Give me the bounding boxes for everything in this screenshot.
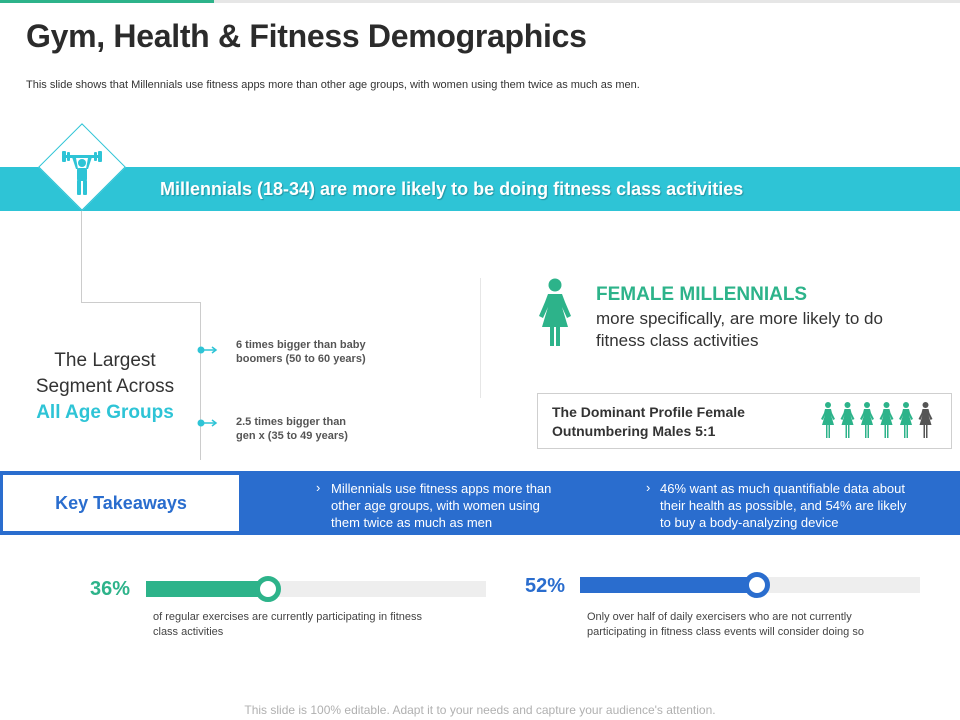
stat-caption: of regular exercises are currently parti… — [153, 610, 483, 640]
segment-line: Segment Across — [35, 376, 175, 397]
progress-knob — [744, 572, 770, 598]
chevron-right-icon: › — [646, 480, 651, 495]
progress-fill — [580, 577, 757, 593]
dominant-profile-box: The Dominant Profile Female Outnumbering… — [537, 393, 952, 449]
caption-line: class activities — [153, 626, 224, 638]
page-subtitle: This slide shows that Millennials use fi… — [26, 79, 640, 91]
progress-knob — [255, 576, 281, 602]
takeaway-item: 46% want as much quantifiable data about… — [660, 480, 955, 531]
banner-text: Millennials (18-34) are more likely to b… — [160, 179, 744, 199]
fact-line: boomers (50 to 60 years) — [236, 353, 366, 365]
male-figure-icon — [918, 402, 933, 438]
female-millennials-description: more specifically, are more likely to do… — [596, 309, 883, 350]
female-figure-icon — [821, 402, 835, 438]
female-person-icon — [539, 278, 571, 346]
arrow-connector-icon — [197, 346, 218, 354]
stat-percent: 52% — [525, 575, 566, 597]
profile-line: The Dominant Profile Female — [552, 404, 745, 420]
stat-caption: Only over half of daily exercisers who a… — [587, 610, 927, 640]
fact-gen-x: 2.5 times bigger than gen x (35 to 49 ye… — [236, 415, 406, 443]
key-takeaways-label: Key Takeaways — [55, 493, 187, 513]
segment-line: The Largest — [54, 350, 156, 371]
stat-percent: 36% — [90, 578, 131, 600]
takeaway-line: to buy a body-analyzing device — [660, 515, 839, 530]
dominant-profile-text: The Dominant Profile Female Outnumbering… — [552, 403, 802, 441]
arrow-connector-icon — [197, 419, 218, 427]
connector-line — [81, 211, 82, 303]
takeaway-line: 46% want as much quantifiable data about — [660, 481, 906, 496]
segment-highlight: All Age Groups — [36, 402, 174, 423]
footer-note: This slide is 100% editable. Adapt it to… — [244, 703, 716, 717]
weightlifter-icon — [62, 151, 102, 195]
fact-line: 2.5 times bigger than — [236, 416, 347, 428]
connector-line — [200, 302, 201, 460]
chevron-right-icon: › — [316, 480, 321, 495]
largest-segment-text: The Largest Segment Across All Age Group… — [20, 348, 190, 426]
female-figure-icon — [840, 402, 855, 438]
caption-line: of regular exercises are currently parti… — [153, 611, 423, 623]
highlight-banner — [0, 167, 960, 211]
female-millennials-title: FEMALE MILLENNIALS — [596, 284, 808, 305]
top-accent-rule — [0, 0, 214, 3]
takeaway-line: other age groups, with women using — [331, 498, 540, 513]
banner-diamond — [38, 123, 126, 211]
takeaway-line: their health as possible, and 54% are li… — [660, 498, 907, 513]
fact-line: gen x (35 to 49 years) — [236, 430, 348, 442]
section-divider — [480, 278, 481, 398]
progress-fill — [146, 581, 268, 597]
takeaway-line: Millennials use fitness apps more than — [331, 481, 552, 496]
female-figure-icon — [879, 402, 894, 438]
takeaway-item: Millennials use fitness apps more than o… — [331, 480, 621, 531]
caption-line: Only over half of daily exercisers who a… — [587, 611, 852, 623]
key-takeaways-box: Key Takeaways — [2, 474, 240, 532]
profile-line: Outnumbering Males 5:1 — [552, 423, 716, 439]
connector-line — [81, 302, 201, 303]
top-rule — [0, 0, 960, 3]
page-title: Gym, Health & Fitness Demographics — [26, 18, 587, 54]
female-male-ratio-icons — [821, 402, 933, 438]
fact-baby-boomers: 6 times bigger than baby boomers (50 to … — [236, 338, 406, 366]
female-figure-icon — [860, 402, 874, 438]
caption-line: participating in fitness class events wi… — [587, 626, 864, 638]
female-figure-icon — [899, 402, 913, 438]
fact-line: 6 times bigger than baby — [236, 339, 366, 351]
takeaway-line: them twice as much as men — [331, 515, 493, 530]
